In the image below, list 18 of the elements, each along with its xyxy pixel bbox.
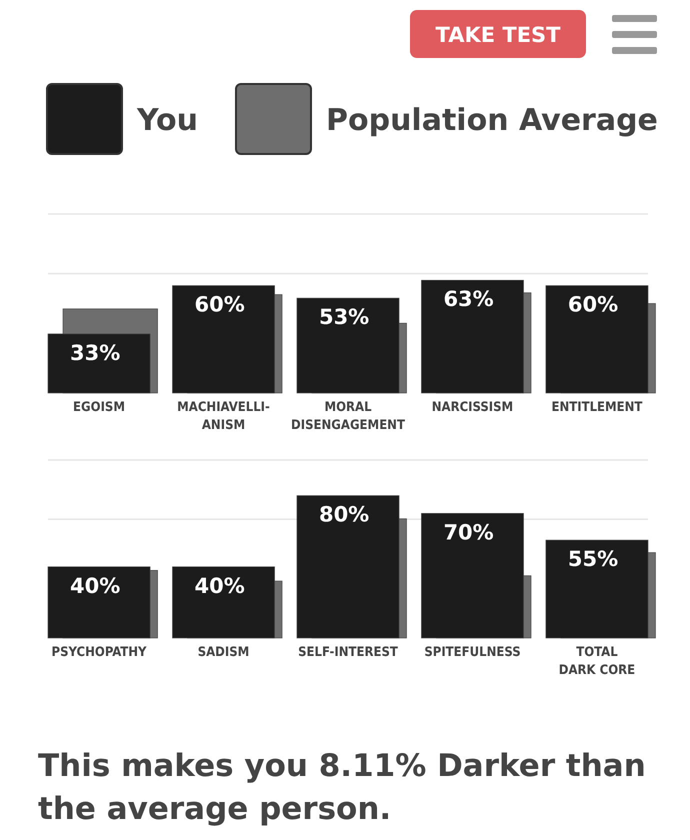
data-label: 80%	[318, 502, 370, 527]
legend-label: You	[136, 103, 198, 138]
legend-label: Population Average	[326, 103, 658, 138]
x-tick-label: EGOISM	[73, 400, 126, 415]
x-tick-label: NARCISSISM	[432, 400, 514, 415]
x-tick-label: SELF-INTEREST	[298, 645, 398, 660]
x-tick-label: SPITEFULNESS	[424, 645, 521, 660]
x-tick-label: TOTAL DARK CORE	[558, 645, 636, 678]
x-tick-label: ENTITLEMENT	[551, 400, 642, 415]
x-tick-label: MACHIAVELLI- ANISM	[177, 400, 270, 433]
x-tick-label: SADISM	[198, 645, 250, 660]
text: TAKE TEST	[436, 23, 562, 47]
data-label: 53%	[318, 305, 370, 330]
text: This makes you 8.11% Darker than the average person.	[38, 748, 646, 827]
x-tick-label: MORAL DISENGAGEMENT	[291, 400, 405, 433]
data-label: 70%	[443, 520, 494, 544]
data-label: 33%	[70, 340, 120, 365]
x-tick-label: PSYCHOPATHY	[52, 645, 148, 660]
